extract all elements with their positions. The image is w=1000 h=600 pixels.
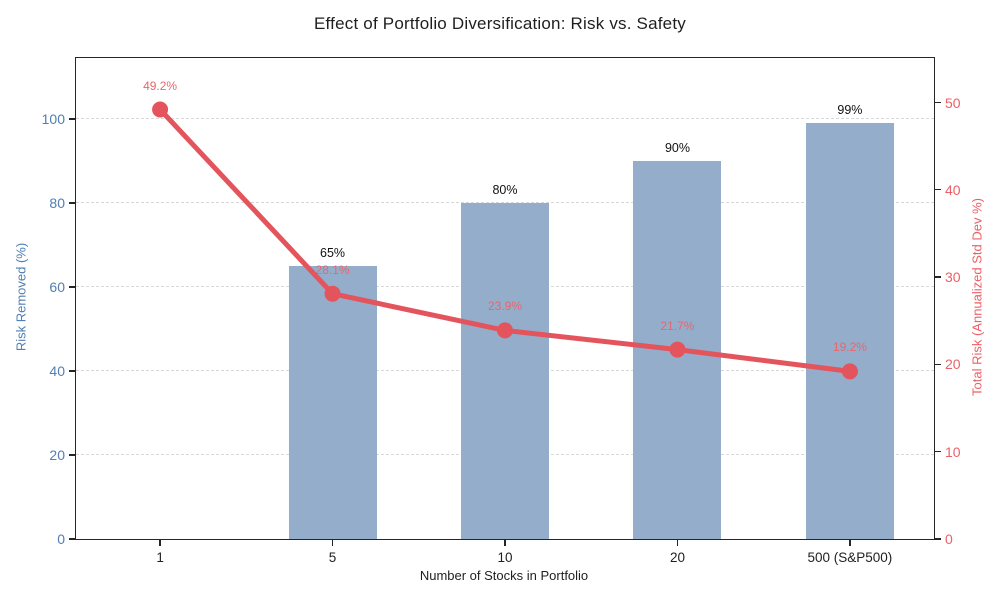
line-point-label: 19.2%	[832, 340, 867, 355]
bar	[288, 265, 377, 539]
right-tick-label: 50	[945, 94, 961, 111]
bar-value-label: 99%	[837, 103, 863, 118]
bar	[805, 123, 894, 539]
left-tick-mark	[69, 538, 75, 540]
x-tick-label: 10	[497, 550, 513, 565]
left-tick-mark	[69, 286, 75, 288]
right-tick-label: 30	[945, 269, 961, 286]
x-axis-title: Number of Stocks in Portfolio	[419, 568, 589, 583]
plot-area: 65% 80% 90% 99% 49.2% 28.1% 23.9% 21.7% 19.2% 0 2…	[42, 57, 961, 565]
left-tick-label: 80	[49, 194, 65, 211]
left-tick-label: 40	[49, 362, 65, 379]
bar-value-label: 80%	[492, 182, 518, 197]
right-tick-label: 20	[945, 356, 961, 373]
labels-layer: 65% 80% 90% 99% 49.2% 28.1% 23.9% 21.7% 19.2%	[76, 58, 934, 539]
line-point-label: 21.7%	[660, 318, 695, 333]
x-tick-label: 5	[328, 550, 337, 565]
line-marker	[152, 101, 169, 118]
x-tick-label: 20	[669, 550, 685, 565]
left-tick-label: 100	[41, 110, 65, 127]
line-marker	[497, 322, 513, 339]
left-tick-label: 20	[49, 446, 65, 463]
x-tick-mark	[504, 540, 506, 546]
x-tick-mark	[331, 540, 334, 546]
bars-layer	[76, 58, 934, 539]
right-tick-label: 40	[945, 181, 961, 198]
gridline	[76, 202, 934, 204]
line-point-label: 23.9%	[487, 299, 523, 314]
left-axis-title: Risk Removed (%)	[13, 242, 29, 352]
x-tick-mark	[159, 540, 161, 546]
x-tick-label: 1	[156, 550, 164, 565]
line-marker	[324, 285, 341, 302]
bar-value-label: 65%	[320, 245, 346, 260]
bar-value-label: 90%	[664, 140, 690, 155]
left-tick-mark	[69, 370, 75, 372]
x-tick-mark	[849, 540, 851, 546]
gridline	[76, 118, 934, 120]
right-tick-mark	[935, 363, 941, 366]
x-tick-label: 500 (S&P500)	[807, 550, 893, 565]
line-point-label: 49.2%	[143, 78, 178, 93]
right-tick-label: 0	[945, 531, 953, 547]
left-tick-label: 0	[57, 531, 65, 547]
line-series-layer	[152, 101, 858, 380]
right-tick-mark	[935, 101, 941, 104]
left-tick-label: 60	[49, 278, 65, 295]
chart-title: Effect of Portfolio Diversification: Ris…	[314, 14, 686, 33]
right-tick-mark	[935, 276, 941, 278]
left-tick-mark	[69, 202, 75, 204]
left-tick-mark	[69, 118, 75, 120]
right-tick-mark	[935, 189, 941, 191]
line-marker	[669, 341, 686, 358]
right-tick-label: 10	[945, 443, 961, 460]
line-marker	[841, 363, 858, 380]
axis-ticks-layer: 0 20 40 60 80 100 0 10 20 30 40 50 1 5 10 20 500 (S&P500…	[42, 58, 961, 565]
bar	[461, 202, 549, 539]
right-axis-title: Total Risk (Annualized Std Dev %)	[969, 198, 985, 396]
left-tick-mark	[69, 454, 75, 456]
right-tick-mark	[935, 538, 941, 540]
right-tick-mark	[935, 451, 941, 453]
line-point-label: 28.1%	[315, 262, 350, 277]
x-tick-mark	[676, 540, 679, 546]
